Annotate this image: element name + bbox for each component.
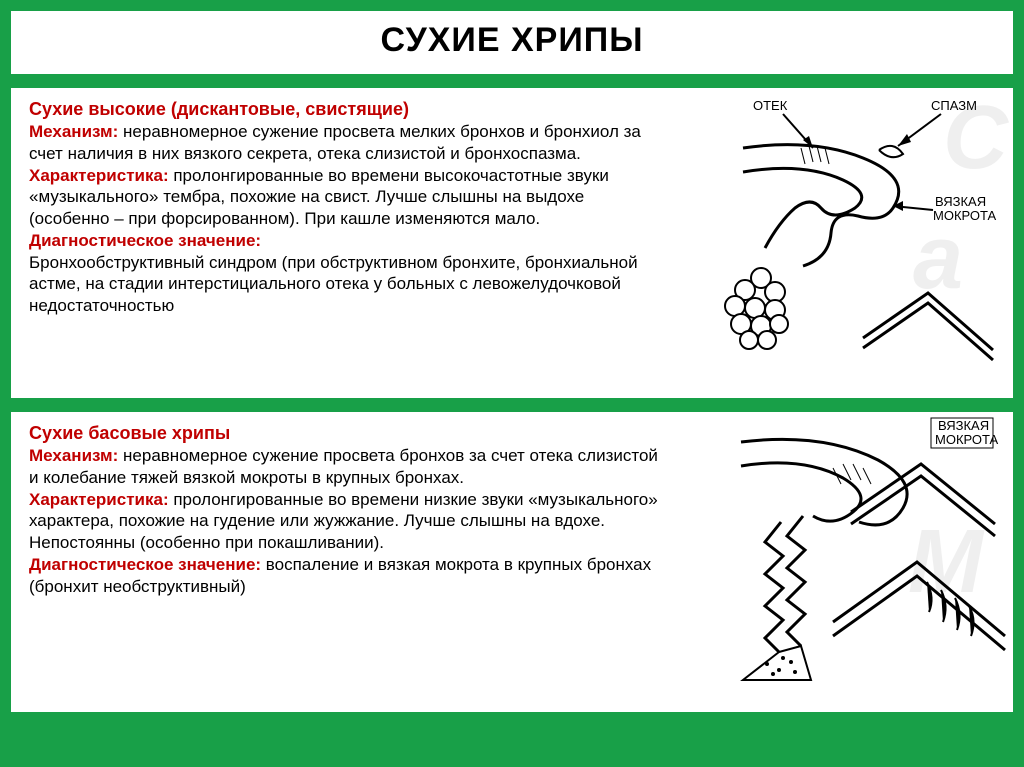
label-mucus1: ВЯЗКАЯ (938, 418, 989, 433)
characteristic-label: Характеристика: (29, 490, 169, 509)
page-title: СУХИЕ ХРИПЫ (11, 21, 1013, 60)
label-edema: ОТЕК (753, 98, 788, 113)
svg-text:M: M (908, 512, 985, 612)
bronchiole-diagram-icon: C a ОТЕК СПАЗМ ВЯЗКАЯ (683, 88, 1013, 398)
svg-text:a: a (913, 208, 963, 308)
characteristic-label: Характеристика: (29, 166, 169, 185)
section2-diagnostic: Диагностическое значение: воспаление и в… (29, 554, 669, 598)
mechanism-text: неравномерное сужение просвета мелких бр… (29, 122, 641, 163)
section1-characteristic: Характеристика: пролонгированные во врем… (29, 165, 669, 230)
section-high-wheezes: Сухие высокие (дискантовые, свистящие) М… (8, 85, 1016, 401)
slide: СУХИЕ ХРИПЫ Сухие высокие (дискантовые, … (0, 0, 1024, 767)
section2-characteristic: Характеристика: пролонгированные во врем… (29, 489, 669, 554)
mechanism-text: неравномерное сужение просвета бронхов з… (29, 446, 658, 487)
diagnostic-label: Диагностическое значение: (29, 231, 261, 250)
section1-diagnostic: Диагностическое значение: Бронхообструкт… (29, 230, 669, 317)
section1-mechanism: Механизм: неравномерное сужение просвета… (29, 121, 669, 165)
section2-text: Сухие басовые хрипы Механизм: неравномер… (11, 412, 683, 712)
label-mucus2: МОКРОТА (933, 208, 997, 223)
section1-text: Сухие высокие (дискантовые, свистящие) М… (11, 88, 683, 398)
label-spasm: СПАЗМ (931, 98, 977, 113)
diagnostic-label: Диагностическое значение: (29, 555, 261, 574)
section2-illustration: M ВЯЗКАЯ МОКРОТА (683, 412, 1013, 712)
mechanism-label: Механизм: (29, 122, 118, 141)
section-bass-wheezes: Сухие басовые хрипы Механизм: неравномер… (8, 409, 1016, 715)
section1-illustration: C a ОТЕК СПАЗМ ВЯЗКАЯ (683, 88, 1013, 398)
section2-heading: Сухие басовые хрипы (29, 422, 669, 445)
section1-heading: Сухие высокие (дискантовые, свистящие) (29, 98, 669, 121)
label-mucus1: ВЯЗКАЯ (935, 194, 986, 209)
large-bronchus-diagram-icon: M ВЯЗКАЯ МОКРОТА (683, 412, 1013, 712)
mechanism-label: Механизм: (29, 446, 118, 465)
label-mucus2: МОКРОТА (935, 432, 999, 447)
title-bar: СУХИЕ ХРИПЫ (8, 8, 1016, 77)
diagnostic-text: Бронхообструктивный синдром (при обструк… (29, 253, 638, 316)
section2-mechanism: Механизм: неравномерное сужение просвета… (29, 445, 669, 489)
